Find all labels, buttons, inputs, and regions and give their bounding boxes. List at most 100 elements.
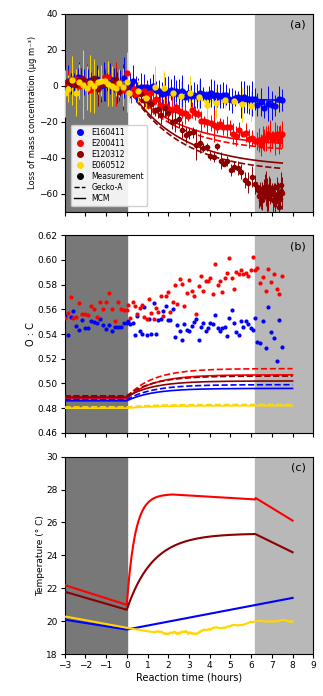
Point	[71, 306, 76, 317]
Point	[98, 296, 103, 308]
Point	[68, 312, 73, 323]
Point	[205, 322, 211, 333]
Point	[248, 264, 253, 276]
Point	[168, 306, 173, 317]
Point	[213, 259, 218, 270]
Point	[153, 302, 159, 313]
Text: (b): (b)	[290, 242, 306, 251]
Point	[151, 314, 156, 325]
Point	[103, 323, 109, 334]
Point	[269, 276, 274, 287]
Point	[263, 343, 268, 354]
Point	[224, 331, 230, 342]
Point	[177, 325, 182, 336]
Point	[124, 304, 129, 315]
Bar	[255, 457, 313, 654]
Point	[80, 315, 85, 326]
Point	[257, 277, 263, 288]
Y-axis label: O : C: O : C	[26, 322, 36, 346]
Point	[243, 268, 248, 279]
Point	[140, 300, 145, 311]
Point	[274, 284, 279, 295]
Point	[232, 283, 237, 294]
Point	[208, 317, 213, 329]
Point	[255, 336, 260, 347]
Point	[208, 273, 213, 284]
Point	[184, 287, 189, 299]
Point	[74, 312, 79, 323]
Point	[280, 342, 285, 353]
Point	[89, 301, 94, 312]
Point	[189, 285, 194, 296]
Point	[217, 325, 223, 336]
Point	[163, 291, 168, 302]
Point	[205, 276, 211, 287]
Point	[260, 315, 266, 326]
Point	[161, 305, 166, 316]
Point	[107, 288, 112, 299]
Point	[109, 303, 115, 315]
Point	[210, 319, 215, 330]
Point	[196, 280, 201, 292]
Point	[182, 301, 187, 312]
Point	[146, 294, 151, 305]
Point	[232, 317, 237, 328]
Point	[255, 262, 260, 274]
Point	[163, 301, 168, 312]
Point	[92, 317, 97, 328]
Point	[234, 326, 239, 338]
Point	[203, 326, 208, 337]
Point	[236, 329, 241, 340]
Text: (c): (c)	[291, 463, 306, 473]
Point	[149, 307, 154, 318]
Point	[222, 322, 227, 333]
Point	[170, 303, 175, 315]
Point	[137, 303, 142, 314]
Point	[269, 326, 274, 338]
Point	[158, 290, 163, 301]
Point	[172, 331, 178, 342]
Point	[220, 286, 225, 297]
Point	[115, 321, 120, 332]
Point	[250, 324, 255, 335]
Point	[65, 329, 70, 340]
Point	[168, 315, 173, 326]
Bar	[255, 14, 313, 212]
Point	[77, 324, 82, 335]
Point	[142, 312, 147, 323]
Point	[201, 285, 206, 296]
Point	[198, 271, 203, 282]
Point	[125, 315, 130, 326]
Point	[112, 322, 118, 333]
Point	[263, 285, 268, 296]
Point	[241, 321, 246, 332]
Point	[149, 329, 154, 340]
Point	[130, 296, 135, 307]
Point	[243, 316, 248, 327]
Point	[103, 296, 109, 308]
Point	[220, 323, 225, 334]
Point	[191, 317, 196, 328]
Point	[217, 276, 223, 287]
Point	[177, 274, 182, 285]
Point	[198, 321, 203, 332]
Point	[222, 272, 227, 283]
Point	[277, 289, 282, 300]
Point	[266, 301, 271, 313]
Point	[109, 326, 115, 337]
Point	[135, 308, 140, 319]
Legend: E160411, E200411, E120312, E060512, Measurement, Gecko-A, MCM: E160411, E200411, E120312, E060512, Meas…	[71, 125, 147, 206]
Point	[100, 319, 106, 330]
Point	[124, 317, 129, 329]
Bar	[65, 235, 127, 433]
Point	[227, 313, 232, 324]
Point	[62, 313, 67, 324]
Point	[196, 335, 201, 346]
Point	[71, 313, 76, 324]
Point	[128, 319, 133, 330]
Point	[234, 267, 239, 278]
Point	[274, 355, 279, 366]
Point	[236, 269, 241, 280]
Y-axis label: Temperature (° C): Temperature (° C)	[36, 515, 45, 596]
Point	[95, 312, 100, 323]
